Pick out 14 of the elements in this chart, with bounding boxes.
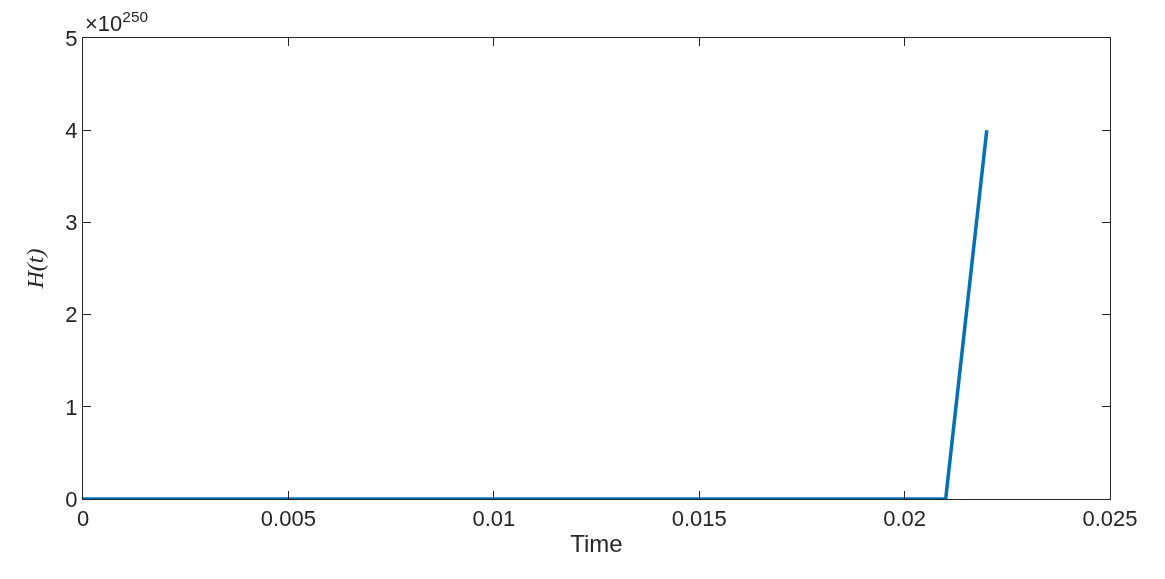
x-tick-label: 0.02: [883, 506, 927, 532]
y-tick-label: 0: [65, 486, 78, 512]
x-axis-title: Time: [570, 529, 623, 557]
y-tick-label: 4: [65, 117, 78, 143]
y-tick-label: 2: [65, 302, 78, 328]
y-tick-label: 1: [65, 394, 78, 420]
text: ×10$^{250}$: [85, 8, 149, 37]
y-tick-label: 3: [65, 210, 78, 236]
x-tick-label: 0.025: [1082, 506, 1138, 532]
y-tick-label: 5: [65, 25, 78, 51]
x-tick-label: 0.015: [671, 506, 727, 532]
y-axis-title: H(t): [22, 248, 49, 290]
x-tick-label: 0.01: [472, 506, 516, 532]
x-tick-label: 0.005: [260, 506, 316, 532]
